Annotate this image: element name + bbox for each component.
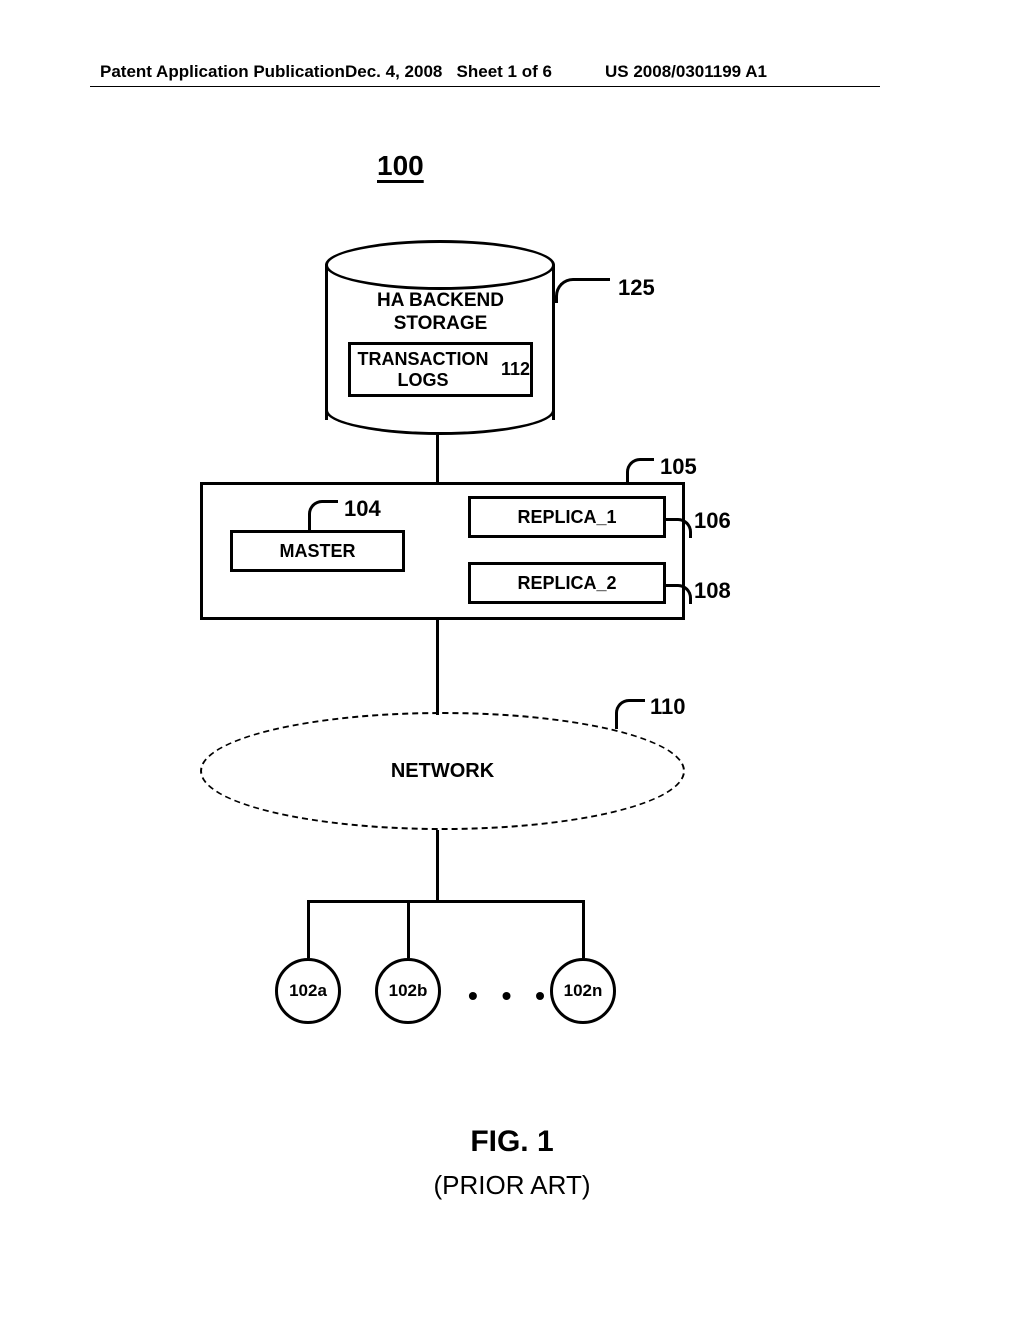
replica2-box: REPLICA_2 bbox=[468, 562, 666, 604]
ref-105: 105 bbox=[660, 454, 697, 480]
lead-line-104 bbox=[308, 500, 338, 530]
ref-106: 106 bbox=[694, 508, 731, 534]
page: Patent Application Publication Dec. 4, 2… bbox=[0, 0, 1024, 1320]
client-102n: 102n bbox=[550, 958, 616, 1024]
lead-line-125 bbox=[555, 278, 610, 303]
header-publication: Patent Application Publication bbox=[100, 62, 345, 82]
storage-title: HA BACKEND STORAGE bbox=[358, 290, 523, 336]
header-date-sheet: Dec. 4, 2008 Sheet 1 of 6 bbox=[345, 62, 552, 82]
master-box: MASTER bbox=[230, 530, 405, 572]
figure-caption-subtitle: (PRIOR ART) bbox=[0, 1170, 1024, 1201]
client-bus bbox=[307, 900, 582, 903]
transaction-logs-box: TRANSACTION LOGS 112 bbox=[348, 342, 533, 397]
lead-line-110 bbox=[615, 699, 645, 729]
bus-leg-n bbox=[582, 900, 585, 958]
header-rule bbox=[90, 86, 880, 87]
network-label: NETWORK bbox=[391, 760, 494, 783]
transaction-logs-ref: 112 bbox=[501, 359, 530, 380]
client-102b-label: 102b bbox=[389, 981, 428, 1001]
client-102a: 102a bbox=[275, 958, 341, 1024]
connector-network-bus bbox=[436, 830, 439, 900]
ref-104: 104 bbox=[344, 496, 381, 522]
connector-storage-server bbox=[436, 435, 439, 482]
header-pubnum: US 2008/0301199 A1 bbox=[605, 62, 767, 82]
ref-125: 125 bbox=[618, 275, 655, 301]
header-sheet: Sheet 1 of 6 bbox=[457, 62, 552, 81]
network-cloud: NETWORK bbox=[200, 712, 685, 830]
lead-line-108 bbox=[666, 584, 692, 604]
lead-line-106 bbox=[666, 518, 692, 538]
lead-line-105 bbox=[626, 458, 654, 483]
client-102n-label: 102n bbox=[564, 981, 603, 1001]
client-ellipsis: • • • bbox=[468, 980, 553, 1012]
ref-110: 110 bbox=[650, 694, 686, 720]
replica1-box: REPLICA_1 bbox=[468, 496, 666, 538]
client-102b: 102b bbox=[375, 958, 441, 1024]
bus-leg-b bbox=[407, 900, 410, 958]
client-102a-label: 102a bbox=[289, 981, 327, 1001]
storage-title-line2: STORAGE bbox=[394, 313, 488, 334]
ref-108: 108 bbox=[694, 578, 731, 604]
replica2-label: REPLICA_2 bbox=[517, 573, 616, 594]
transaction-logs-label: TRANSACTION LOGS bbox=[351, 349, 495, 390]
bus-leg-a bbox=[307, 900, 310, 958]
figure-number: 100 bbox=[377, 150, 424, 182]
figure-caption-title: FIG. 1 bbox=[0, 1125, 1024, 1159]
header-date: Dec. 4, 2008 bbox=[345, 62, 442, 81]
master-label: MASTER bbox=[280, 541, 356, 562]
storage-title-line1: HA BACKEND bbox=[377, 290, 504, 311]
replica1-label: REPLICA_1 bbox=[517, 507, 616, 528]
connector-server-network bbox=[436, 620, 439, 715]
